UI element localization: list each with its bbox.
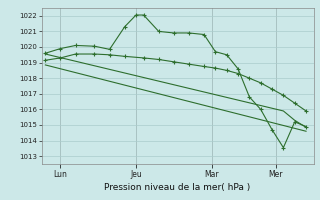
X-axis label: Pression niveau de la mer( hPa ): Pression niveau de la mer( hPa ): [104, 183, 251, 192]
